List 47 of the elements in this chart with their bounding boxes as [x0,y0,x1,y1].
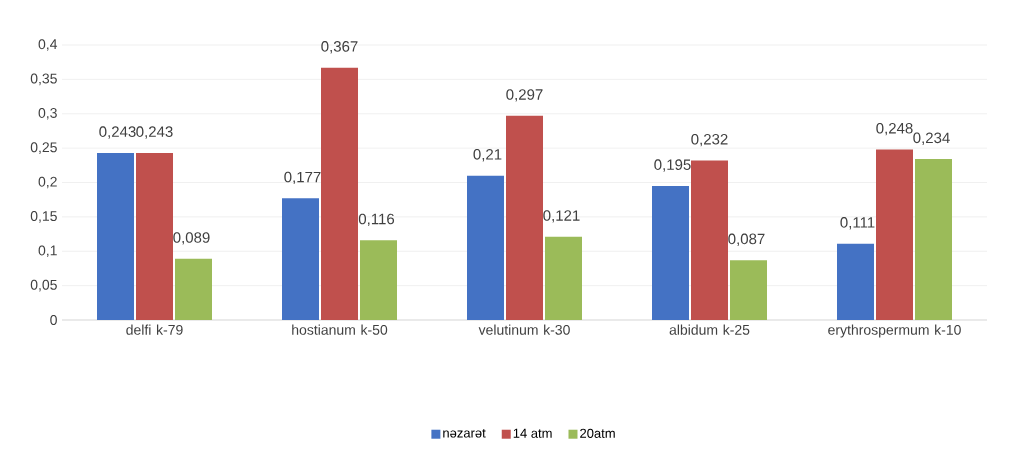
x-tick-label: velutinum k-30 [478,324,570,335]
bar [545,236,582,320]
x-tick-label: erythrospermum k-10 [828,324,961,338]
bar [321,67,358,320]
bar [506,115,544,320]
y-tick-label: 0,4 [38,39,58,51]
legend-label: 20atm [580,428,615,438]
data-label: 0,089 [173,232,210,245]
y-tick-label: 0,3 [38,107,57,120]
y-tick-label: 0,05 [30,279,57,292]
y-tick-label: 0 [50,315,57,325]
bar [730,260,768,320]
y-tick-label: 0,1 [38,245,57,258]
data-label: 0,195 [654,159,691,172]
data-label: 0,21 [473,149,502,162]
x-tick-label: delfi k-79 [126,324,183,335]
bar [97,152,134,320]
data-label: 0,116 [358,213,395,227]
bar [175,258,213,320]
bar [467,175,505,320]
data-label: 0,232 [691,133,728,147]
legend-label: nəzarət [443,429,486,438]
data-label: 0,248 [876,122,913,136]
data-label: 0,234 [913,132,950,145]
x-tick-label: albidum k-25 [669,324,750,335]
bar [136,152,174,320]
y-tick-label: 0,15 [30,211,57,223]
bar [837,243,875,320]
data-label: 0,243 [99,126,136,139]
bar [915,159,952,320]
bar [691,160,728,320]
bar [282,198,319,320]
data-label: 0,121 [543,210,580,223]
legend-label: 14 atm [513,428,552,438]
y-tick-label: 0,35 [30,73,57,86]
data-label: 0,111 [840,217,875,230]
bar [876,149,913,320]
bar [360,240,398,320]
bar [652,185,689,320]
data-label: 0,297 [506,89,543,102]
y-tick-label: 0,25 [30,142,57,154]
x-tick-label: hostianum k-50 [292,324,388,335]
y-tick-label: 0,2 [38,176,57,189]
data-label: 0,177 [284,171,321,185]
data-label: 0,367 [321,41,358,54]
data-label: 0,087 [728,233,765,246]
data-label: 0,243 [136,126,173,139]
